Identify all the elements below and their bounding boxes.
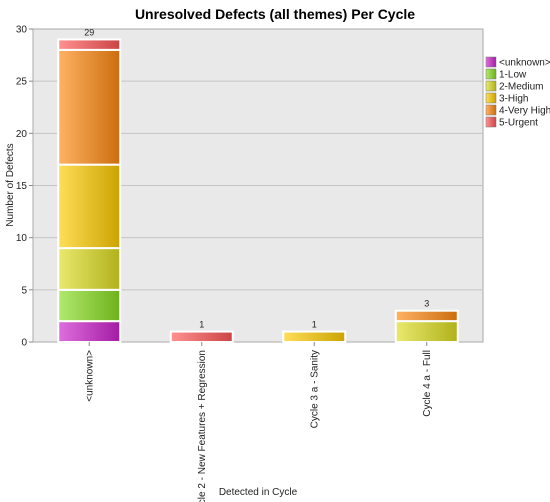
x-tick-label: Cycle 2 - New Features + Regression: [197, 350, 208, 502]
y-tick-label: 10: [16, 233, 28, 244]
y-tick-label: 5: [21, 285, 27, 296]
bar-segment: [394, 320, 459, 343]
legend-swatch: [485, 80, 497, 92]
bar-segment: [57, 48, 122, 166]
bar-segment: [169, 330, 234, 344]
legend-label: <unknown>: [499, 58, 550, 69]
bar-total-label: 29: [84, 27, 94, 37]
y-tick-label: 25: [16, 77, 28, 88]
legend-label: 2-Medium: [499, 82, 543, 93]
legend-swatch: [485, 68, 497, 80]
legend-label: 4-Very High: [499, 106, 550, 117]
bar-segment: [57, 163, 122, 250]
bar-segment: [57, 320, 122, 343]
y-tick-label: 15: [16, 181, 28, 192]
bar-total-label: 1: [199, 320, 204, 330]
y-tick-label: 30: [16, 25, 28, 36]
legend-swatch: [485, 116, 497, 128]
bar-segment: [57, 288, 122, 323]
legend-swatch: [485, 104, 497, 116]
bar-segment: [57, 247, 122, 291]
x-axis-title: Detected in Cycle: [219, 487, 298, 498]
bar-segment: [57, 38, 122, 51]
legend-label: 1-Low: [499, 70, 527, 81]
x-tick-label: <unknown>: [84, 350, 95, 402]
chart-title: Unresolved Defects (all themes) Per Cycl…: [134, 6, 416, 22]
bar-total-label: 3: [424, 299, 429, 309]
legend-label: 5-Urgent: [499, 118, 538, 129]
y-tick-label: 0: [21, 338, 27, 349]
bar-segment: [282, 330, 347, 344]
bar-segment: [394, 309, 459, 323]
legend-label: 3-High: [499, 94, 528, 105]
x-tick-label: Cycle 4 a - Full: [422, 350, 433, 417]
y-axis-title: Number of Defects: [5, 143, 16, 226]
y-tick-label: 20: [16, 129, 28, 140]
bar-total-label: 1: [312, 320, 317, 330]
legend-swatch: [485, 92, 497, 104]
x-tick-label: Cycle 3 a - Sanity: [309, 350, 320, 428]
legend-swatch: [485, 56, 497, 68]
